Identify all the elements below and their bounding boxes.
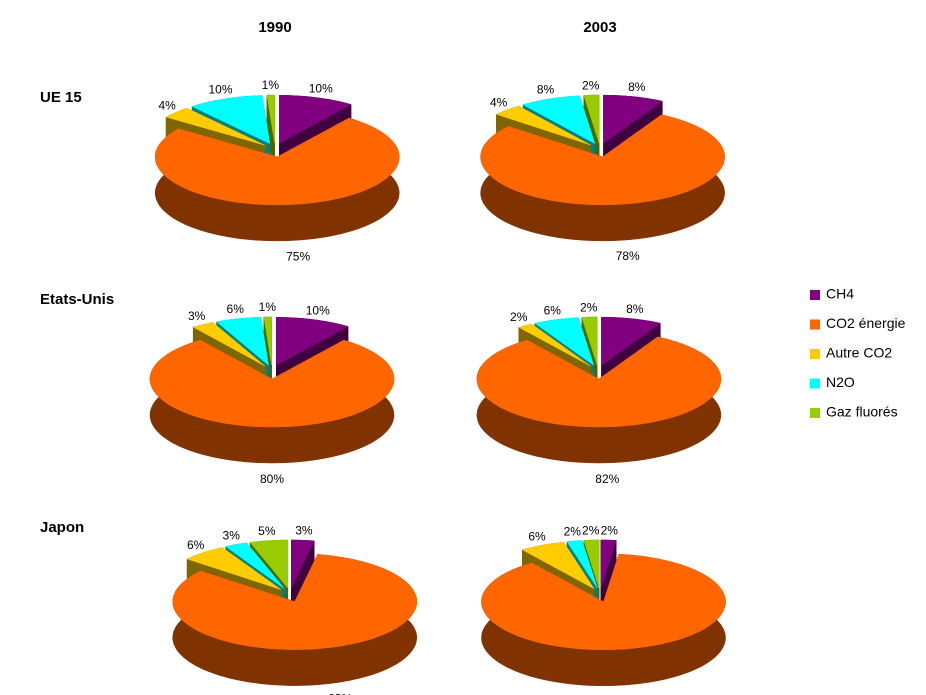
data-label: 3% xyxy=(223,528,241,542)
data-label: 6% xyxy=(227,302,245,316)
column-title: 2003 xyxy=(583,19,616,36)
slice xyxy=(266,94,275,144)
row-label: Japon xyxy=(40,519,84,536)
legend-swatch xyxy=(810,408,820,418)
data-label: 4% xyxy=(158,98,176,112)
slice xyxy=(583,94,600,144)
slice xyxy=(481,553,726,651)
slice xyxy=(154,117,400,206)
data-label: 2% xyxy=(582,523,600,537)
row-label: Etats-Unis xyxy=(40,291,114,308)
slice xyxy=(522,95,596,145)
slice xyxy=(566,540,598,589)
slice xyxy=(225,542,285,589)
slice xyxy=(600,539,617,589)
data-label: 88% xyxy=(625,693,649,695)
slice xyxy=(149,339,395,428)
data-label: 1% xyxy=(262,78,280,92)
data-label: 5% xyxy=(258,524,276,538)
column-title: 1990 xyxy=(258,19,291,36)
data-label: 2% xyxy=(564,524,582,538)
data-label: 8% xyxy=(628,80,646,94)
data-label: 6% xyxy=(187,538,205,552)
slice xyxy=(165,107,265,146)
data-label: 6% xyxy=(528,529,546,543)
legend-label: N2O xyxy=(826,374,855,390)
data-label: 82% xyxy=(595,472,619,486)
slice xyxy=(583,539,600,589)
pie: 8% 78% 4% 8% 2% xyxy=(480,78,725,263)
data-label: 8% xyxy=(537,83,555,97)
data-label: 10% xyxy=(309,81,333,95)
data-label: 3% xyxy=(188,309,206,323)
data-label: 1% xyxy=(259,300,277,314)
slice xyxy=(279,95,352,144)
slice xyxy=(191,95,271,144)
slice xyxy=(534,317,595,366)
data-label: 80% xyxy=(260,472,284,486)
row-label: UE 15 xyxy=(40,89,82,106)
slice xyxy=(276,317,349,366)
data-label: 6% xyxy=(544,303,562,317)
slice xyxy=(601,316,661,366)
pie: 2%88%6%2%2% xyxy=(481,523,726,695)
data-label: 8% xyxy=(626,302,644,316)
slice xyxy=(186,547,282,590)
data-label: 2% xyxy=(582,78,600,92)
slice xyxy=(480,114,725,206)
pie: 10% 80% 3% 6% 1% xyxy=(149,300,395,486)
pie: 8% 82% 2% 6% 2% xyxy=(476,300,722,486)
legend-swatch xyxy=(810,349,820,359)
data-label: 78% xyxy=(616,249,640,263)
slice xyxy=(521,541,595,589)
data-label: 2% xyxy=(510,310,528,324)
legend-label: Gaz fluorés xyxy=(826,404,898,420)
pie: 3% 83% 6% 3% 5% xyxy=(172,523,417,695)
data-label: 10% xyxy=(306,303,330,317)
slice xyxy=(603,94,663,144)
slice xyxy=(192,322,266,367)
legend-swatch xyxy=(810,319,820,330)
data-label: 4% xyxy=(490,96,508,110)
slice xyxy=(495,105,591,146)
legend-label: CH4 xyxy=(826,286,854,302)
data-label: 10% xyxy=(209,83,233,97)
slice xyxy=(172,554,417,650)
slice xyxy=(581,316,598,366)
legend-swatch xyxy=(810,290,820,300)
slice xyxy=(216,317,269,366)
slice xyxy=(291,539,315,589)
legend-label: Autre CO2 xyxy=(826,345,892,361)
data-label: 83% xyxy=(328,691,352,695)
data-label: 3% xyxy=(295,523,313,537)
pie: 10% 75% 4% 10% 1% xyxy=(154,78,400,263)
data-label: 2% xyxy=(601,523,619,537)
slice xyxy=(476,336,722,428)
legend-label: CO2 énergie xyxy=(826,315,906,331)
legend-swatch xyxy=(810,378,820,389)
data-label: 75% xyxy=(286,249,310,263)
slice xyxy=(263,316,272,366)
slice xyxy=(249,539,289,589)
slice xyxy=(518,323,591,367)
data-label: 2% xyxy=(580,300,598,314)
